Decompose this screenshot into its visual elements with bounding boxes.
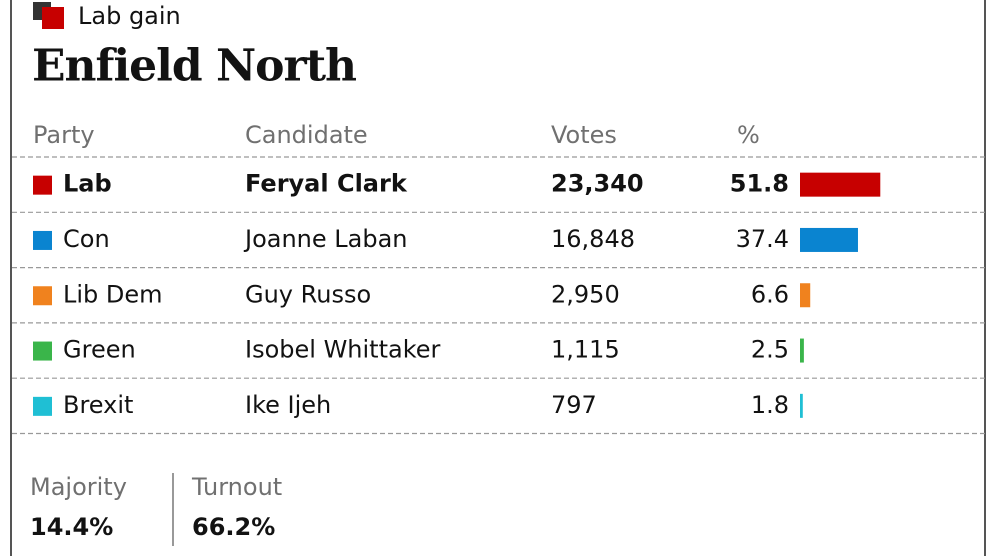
candidate: Guy Russo [245,280,371,308]
percent: 51.8 [730,170,789,198]
party: Lab [63,170,112,198]
turnout-value: 66.2% [192,513,275,541]
percent: 37.4 [736,225,789,253]
votes: 2,950 [551,280,620,308]
percent: 1.8 [751,391,789,419]
votes: 1,115 [551,336,620,364]
column-header: Candidate [245,121,368,149]
majority-value: 14.4% [30,513,113,541]
badge: Lab gain [78,2,181,30]
party-swatch [33,230,52,250]
party: Con [63,225,110,253]
party: Lib Dem [63,280,163,308]
title: Enfield North [32,41,356,92]
turnout-label: Turnout [191,473,282,501]
column-header: Party [33,121,95,149]
percent: 6.6 [751,280,789,308]
candidate: Isobel Whittaker [245,336,441,364]
candidate: Ike Ijeh [245,391,331,419]
party: Brexit [63,391,133,419]
party-swatch [33,396,52,416]
percent-bar [800,338,804,363]
party: Green [63,336,136,364]
majority-label: Majority [30,473,127,501]
percent-bar [800,172,881,197]
percent-bar [800,227,858,252]
column-header: % [737,121,760,149]
candidate: Feryal Clark [245,170,408,198]
votes: 797 [551,391,597,419]
percent: 2.5 [751,336,789,364]
candidate: Joanne Laban [243,225,408,253]
party-swatch [33,341,52,361]
percent-bar [800,393,803,418]
votes: 16,848 [551,225,635,253]
votes: 23,340 [551,170,644,198]
party-swatch [33,286,52,306]
badge-icon-front [42,7,64,29]
column-header: Votes [551,121,617,149]
party-swatch [33,175,52,195]
percent-bar [800,283,811,308]
